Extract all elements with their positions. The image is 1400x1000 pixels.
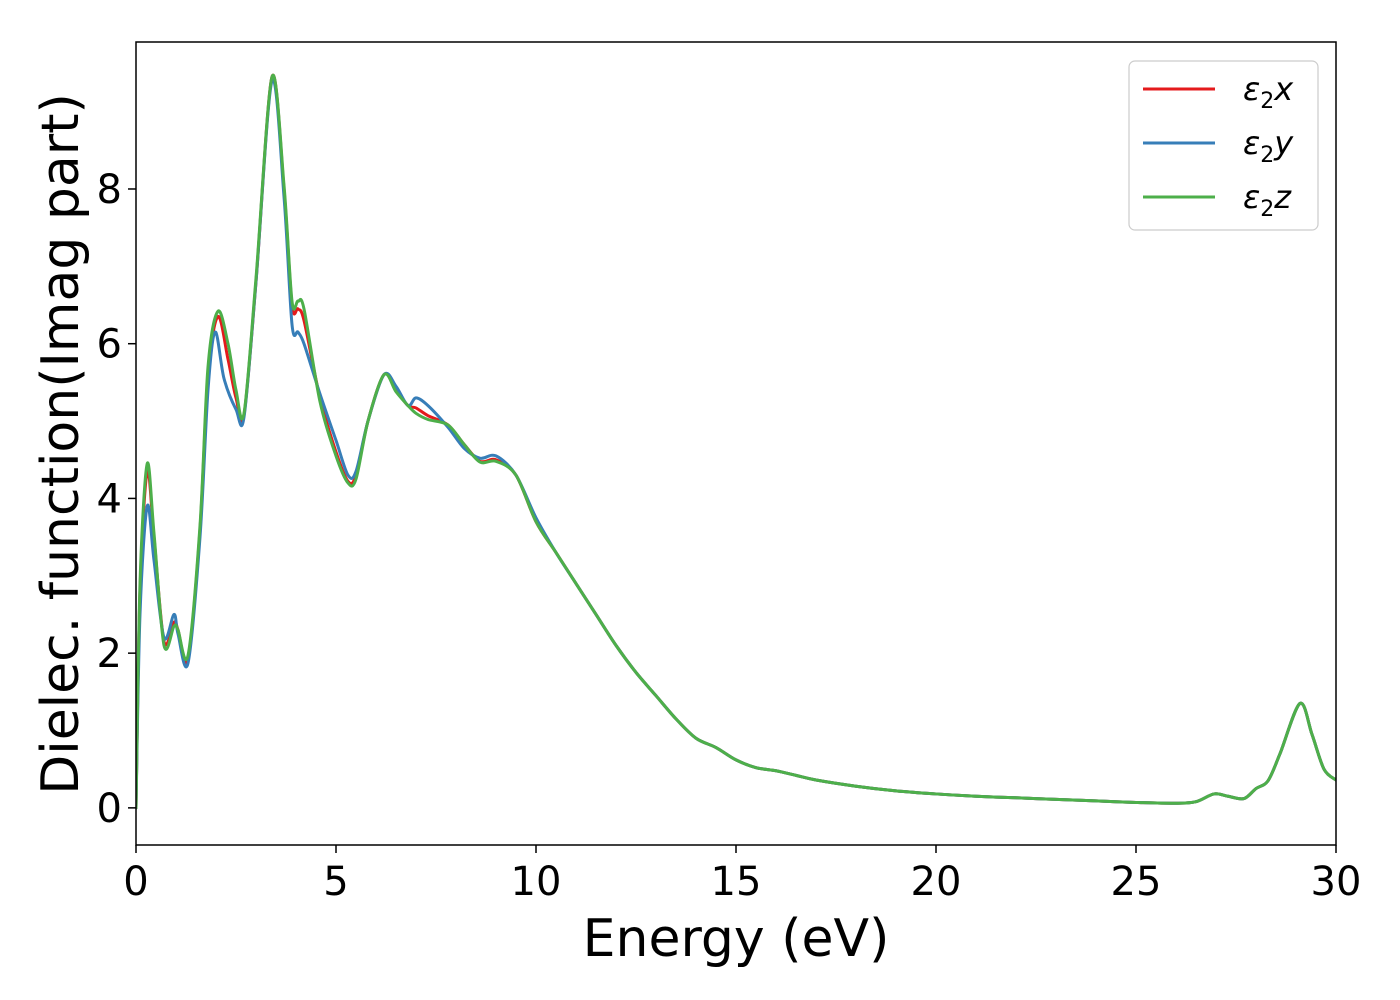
y-tick-label: 4 [97,476,122,522]
series-line-z [136,73,1336,810]
series-group [136,73,1336,810]
x-tick-label: 15 [711,859,762,905]
legend-box [1128,60,1319,231]
y-tick-label: 0 [97,786,122,832]
legend: ε2x ε2y ε2z [1128,60,1319,231]
x-tick-label: 10 [511,859,562,905]
y-tick-label: 8 [97,167,122,213]
x-tick-label: 20 [911,859,962,905]
x-axis-ticks: 0 5 10 15 20 25 30 [123,845,1361,905]
legend-label-y: ε2y [1243,124,1294,168]
x-tick-label: 0 [123,859,148,905]
y-tick-label: 2 [97,631,122,677]
x-tick-label: 5 [323,859,348,905]
legend-label-x: ε2x [1243,70,1294,114]
y-axis-ticks: 0 2 4 6 8 [97,167,136,832]
legend-label-z: ε2z [1243,178,1292,222]
x-axis-label: Energy (eV) [583,909,890,969]
x-tick-label: 30 [1311,859,1362,905]
x-tick-label: 25 [1111,859,1162,905]
y-axis-label: Dielec. function(Imag part) [31,93,91,795]
y-tick-label: 6 [97,322,122,368]
